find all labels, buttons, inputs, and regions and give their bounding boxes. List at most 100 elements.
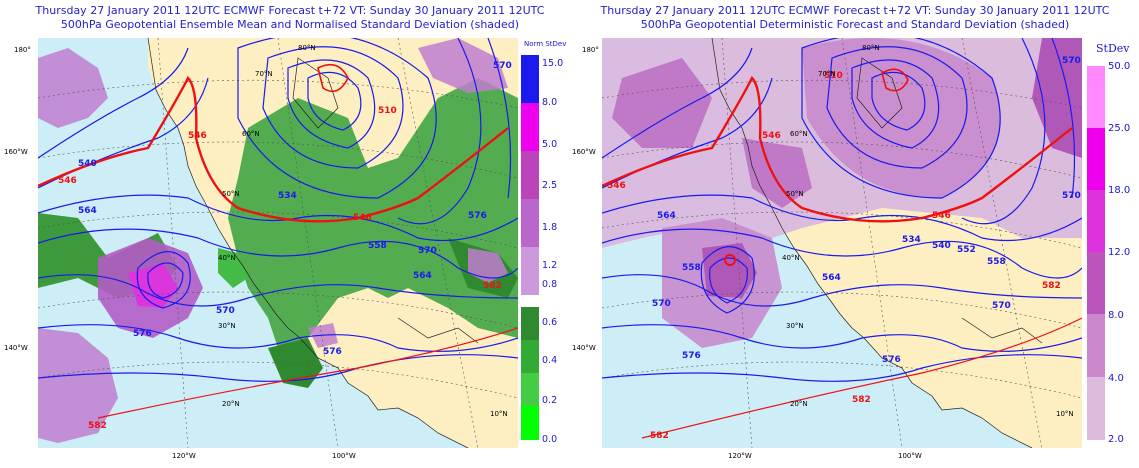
contour-label: 558 [987,257,1006,267]
green-shading [218,248,248,288]
contour-label: 510 [824,71,843,81]
contour-label: 552 [957,245,976,255]
contour-label: 564 [822,273,841,283]
contour-label: 546 [353,213,372,223]
lat-label: 20°N [790,400,808,408]
colorbar-tick: 18.0 [1108,185,1131,196]
colorbar-tick: 0.4 [542,355,558,366]
contour-label: 570 [992,301,1011,311]
left-map: 540 564 576 570 534 558 564 570 576 570 … [38,38,518,448]
colorbar-tick: 0.2 [542,395,558,406]
lat-label: 140°W [4,344,28,352]
colorbar-tick: 2.0 [1108,434,1124,445]
lat-label: 40°N [782,254,800,262]
contour-label: 570 [1062,56,1081,66]
left-title-line1: Thursday 27 January 2011 12UTC ECMWF For… [35,4,545,17]
contour-label: 582 [88,421,107,431]
purple-shading [612,58,712,148]
colorbar-tick: 1.2 [542,260,558,271]
graticule [38,38,518,448]
contour-label: 582 [483,281,502,291]
geopotential-contours-red [602,68,1082,439]
purple-shading [418,38,508,93]
contour-label: 540 [932,241,951,251]
lat-label: 80°N [862,44,880,52]
lat-label: 10°N [1056,410,1074,418]
purple-shading [38,48,108,128]
contour-label: 564 [78,206,97,216]
contour-label: 564 [413,271,432,281]
colorbar-tick: 0.6 [542,317,558,328]
lon-label: 100°W [898,452,922,460]
colorbar-tick: 0.0 [542,434,558,445]
contour-label: 570 [216,306,235,316]
lat-label: 60°N [242,130,260,138]
contour-label: 546 [58,176,77,186]
lat-label: 50°N [222,190,240,198]
colorbar-tick: 15.0 [542,58,564,69]
lat-label: 160°W [4,148,28,156]
contour-label-group: 540 564 576 570 534 558 564 570 576 570 … [78,61,512,357]
purple-shading [702,243,757,298]
colorbar-tick: 2.5 [542,180,558,191]
contour-label: 534 [278,191,297,201]
contour-label: 582 [852,395,871,405]
right-colorbar-title: StDev [1096,42,1130,55]
lat-label: 70°N [818,70,836,78]
contour-label: 564 [657,211,676,221]
geopotential-contours-red [38,63,518,419]
right-map: 564 558 570 576 564 534 540 552 558 570 … [602,38,1082,448]
lat-label: 50°N [786,190,804,198]
contour-label-group: 546 546 546 510 582 582 [58,106,502,431]
left-map-panel: 540 564 576 570 534 558 564 570 576 570 … [38,38,518,448]
colorbar-tick: 0.8 [542,279,558,290]
lat-label: 30°N [218,322,236,330]
lat-label: 40°N [218,254,236,262]
right-map-panel: 564 558 570 576 564 534 540 552 558 570 … [602,38,1082,448]
lat-label: 30°N [786,322,804,330]
colorbar-tick: 4.0 [1108,373,1124,384]
lat-label: 10°N [490,410,508,418]
lat-label: 70°N [255,70,273,78]
contour-label: 570 [493,61,512,71]
contour-label-group: 546 546 546 510 582 582 582 [607,71,1061,441]
colorbar-tick: 1.8 [542,222,558,233]
left-colorbar-title: Norm StDev [524,40,567,48]
right-title-line2: 500hPa Geopotential Deterministic Foreca… [640,18,1070,31]
contour-label: 546 [188,131,207,141]
purple-shading [742,138,812,208]
contour-label: 576 [133,329,152,339]
lat-label: 180° [582,46,599,54]
contour-label: 546 [607,181,626,191]
lat-label: 60°N [790,130,808,138]
colorbar-tick: 5.0 [542,139,558,150]
contour-label: 570 [1062,191,1081,201]
colorbar-tick: 8.0 [542,97,558,108]
contour-label: 570 [418,246,437,256]
contour-label: 546 [762,131,781,141]
lat-label: 140°W [572,344,596,352]
contour-label: 576 [682,351,701,361]
right-title-line1: Thursday 27 January 2011 12UTC ECMWF For… [600,4,1110,17]
lon-label: 120°W [728,452,752,460]
contour-label: 540 [78,159,97,169]
right-colorbar [1087,66,1105,440]
contour-label: 582 [650,431,669,441]
coastlines [147,38,479,448]
lon-label: 100°W [332,452,356,460]
contour-label: 570 [652,299,671,309]
contour-label: 510 [378,106,397,116]
purple-shading [468,248,508,283]
contour-label: 576 [323,347,342,357]
lat-label: 20°N [222,400,240,408]
left-colorbar [521,55,539,440]
contour-label-group: 564 558 570 576 564 534 540 552 558 570 … [652,56,1081,365]
contour-label: 576 [882,355,901,365]
coastlines [711,38,1043,448]
purple-shading [38,328,118,443]
contour-label: 576 [468,211,487,221]
colorbar-tick: 8.0 [1108,310,1124,321]
contour-label: 582 [1042,281,1061,291]
contour-label: 546 [932,211,951,221]
lat-label: 180° [14,46,31,54]
